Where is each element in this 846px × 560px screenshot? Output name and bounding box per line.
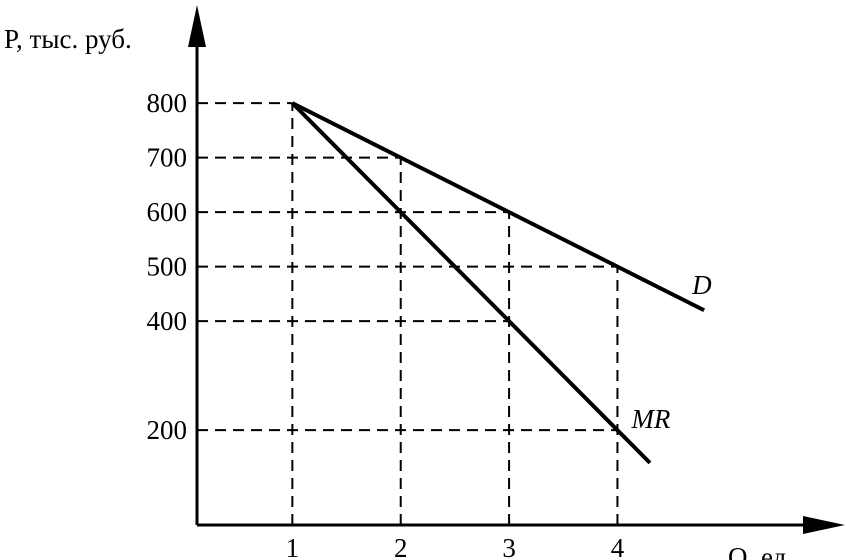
x-tick-label: 1	[286, 533, 300, 560]
y-tick-label: 600	[147, 197, 188, 227]
x-axis-arrow	[803, 516, 845, 534]
x-tick-label: 3	[502, 533, 516, 560]
y-tick-label: 700	[147, 143, 188, 173]
y-axis-label: P, тыс. руб.	[4, 24, 132, 54]
series-label: D	[691, 270, 712, 300]
series-line	[291, 101, 706, 313]
y-axis-arrow	[188, 5, 206, 47]
x-tick-label: 4	[611, 533, 625, 560]
series-line	[290, 101, 652, 465]
x-axis-label: Q, ед.	[728, 542, 793, 560]
x-tick-label: 2	[394, 533, 408, 560]
y-tick-label: 800	[147, 88, 188, 118]
y-tick-label: 200	[147, 415, 188, 445]
series-label: MR	[630, 404, 670, 434]
y-tick-label: 500	[147, 252, 188, 282]
y-tick-label: 400	[147, 306, 188, 336]
